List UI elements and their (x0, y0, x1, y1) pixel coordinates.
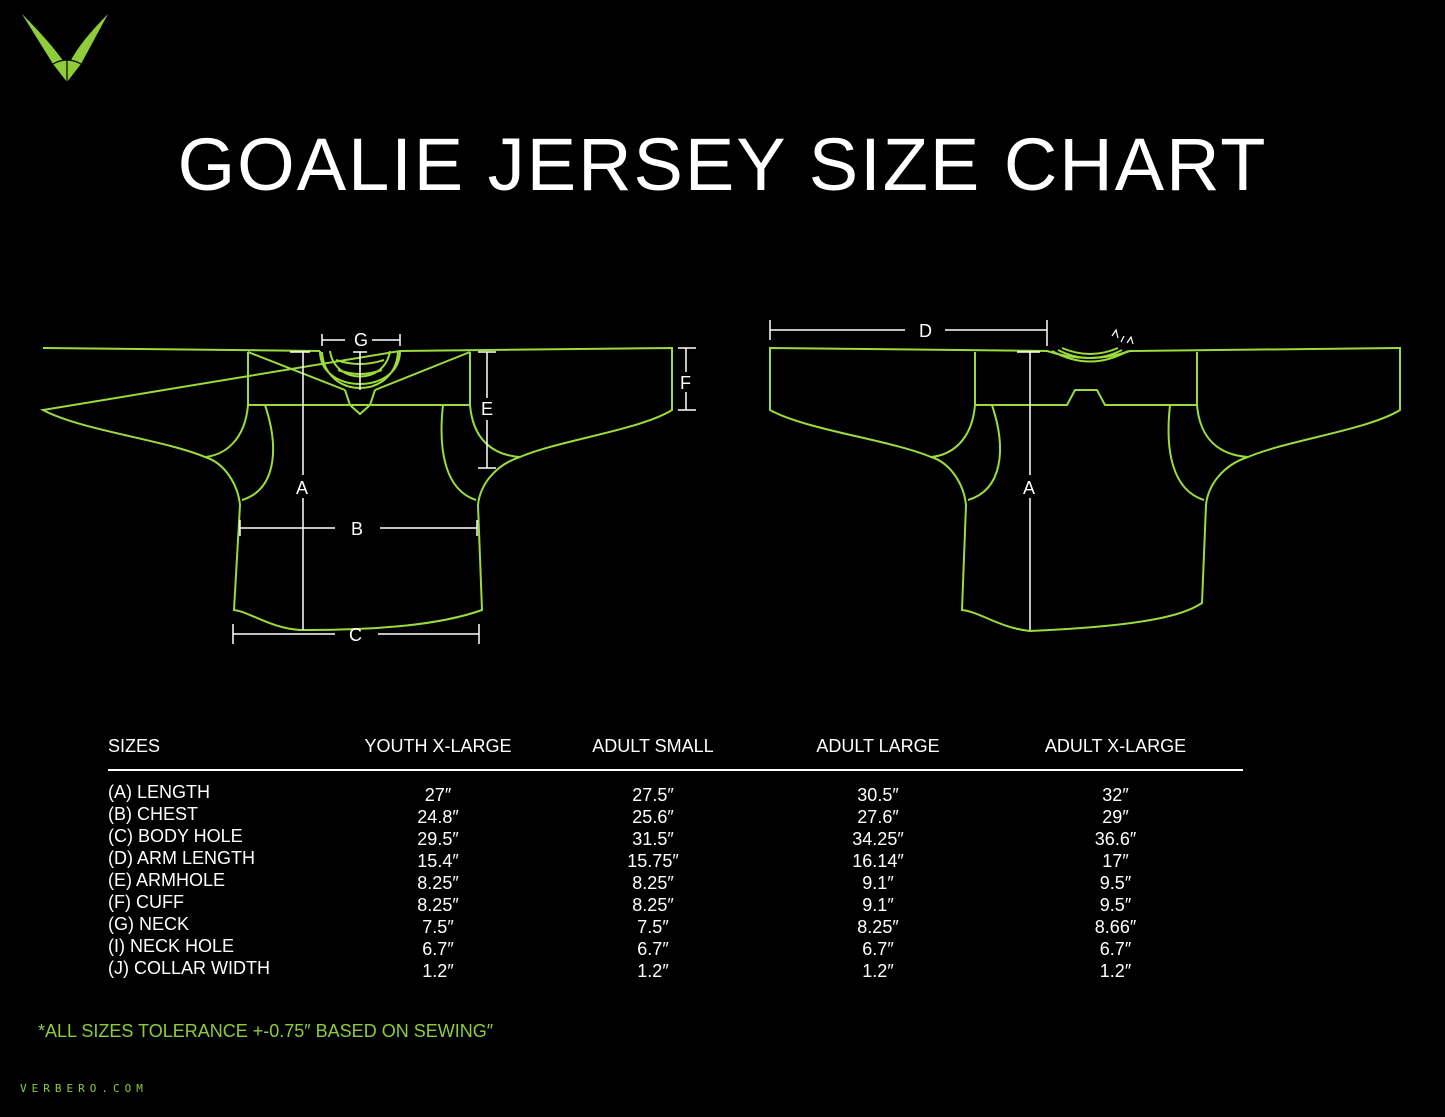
front-dimension-lines (232, 334, 696, 644)
table-row: (J) COLLAR WIDTH 1.2″ 1.2″ 1.2″ 1.2″ (108, 957, 1243, 981)
front-jersey (39, 346, 673, 632)
label-g: G (354, 330, 368, 350)
size-value: 9.5″ (1099, 895, 1132, 915)
table-row: (A) LENGTH 27″ 27.5″ 30.5″ 32″ (108, 770, 1243, 805)
size-value: 27.5″ (632, 785, 674, 805)
size-value: 8.25″ (417, 895, 459, 915)
size-value: 32″ (1102, 785, 1129, 805)
size-value: 15.75″ (627, 851, 679, 871)
size-table: SIZES YOUTH X-LARGE ADULT SMALL ADULT LA… (108, 732, 1243, 981)
size-value: 34.25″ (852, 829, 904, 849)
label-a-front: A (296, 478, 308, 498)
jersey-diagrams: G A B C E F D A (39, 320, 1401, 645)
size-value: 31.5″ (632, 829, 674, 849)
size-value: 27″ (424, 785, 452, 805)
header-adult-small: ADULT SMALL (538, 732, 768, 771)
header-adult-xl: ADULT X-LARGE (988, 732, 1243, 771)
row-label: (B) CHEST (108, 804, 198, 824)
label-c: C (349, 625, 362, 645)
table-row: (D) ARM LENGTH 15.4″ 15.75″ 16.14″ 17″ (108, 847, 1243, 871)
size-value: 16.14″ (852, 851, 904, 871)
size-value: 30.5″ (857, 785, 899, 805)
size-value: 29.5″ (417, 829, 459, 849)
row-label: (J) COLLAR WIDTH (108, 958, 270, 978)
size-value: 9.1″ (862, 895, 894, 915)
label-b: B (351, 519, 363, 539)
size-value: 1.2″ (862, 961, 894, 981)
size-value: 7.5″ (637, 917, 669, 937)
size-value: 8.25″ (417, 873, 459, 893)
label-d: D (919, 321, 932, 341)
header-adult-large: ADULT LARGE (768, 732, 988, 771)
back-dimension-lines (769, 320, 1134, 630)
size-value: 6.7″ (422, 939, 454, 959)
size-value: 25.6″ (632, 807, 674, 827)
size-value: 17″ (1102, 851, 1129, 871)
table-row: (G) NECK 7.5″ 7.5″ 8.25″ 8.66″ (108, 913, 1243, 937)
row-label: (I) NECK HOLE (108, 936, 235, 956)
size-value: 24.8″ (417, 807, 459, 827)
size-value: 27.6″ (857, 807, 899, 827)
size-value: 9.1″ (862, 873, 894, 893)
row-label: (G) NECK (108, 914, 189, 934)
size-value: 8.66″ (1094, 917, 1137, 937)
size-value: 1.2″ (637, 961, 669, 981)
table-row: (B) CHEST 24.8″ 25.6″ 27.6″ 29″ (108, 803, 1243, 827)
table-header-row: SIZES YOUTH X-LARGE ADULT SMALL ADULT LA… (108, 732, 1243, 771)
size-value: 36.6″ (1094, 829, 1137, 849)
size-value: 15.4″ (417, 851, 459, 871)
header-youth-xl: YOUTH X-LARGE (338, 732, 538, 771)
label-a-back: A (1023, 478, 1035, 498)
size-value: 8.25″ (632, 873, 674, 893)
row-label: (C) BODY HOLE (108, 826, 243, 846)
row-label: (D) ARM LENGTH (108, 848, 256, 868)
label-f: F (680, 373, 691, 393)
website-label: VERBERO.COM (20, 1082, 148, 1095)
table-row: (I) NECK HOLE 6.7″ 6.7″ 6.7″ 6.7″ (108, 935, 1243, 959)
verbero-logo (22, 14, 108, 82)
back-jersey (769, 346, 1401, 633)
size-value: 6.7″ (862, 939, 894, 959)
tolerance-note: *ALL SIZES TOLERANCE +-0.75″ BASED ON SE… (38, 1021, 494, 1041)
size-value: 1.2″ (422, 961, 454, 981)
header-sizes: SIZES (108, 732, 338, 771)
table-row: (E) ARMHOLE 8.25″ 8.25″ 9.1″ 9.5″ (108, 869, 1243, 893)
row-label: (A) LENGTH (108, 782, 211, 802)
size-value: 8.25″ (632, 895, 674, 915)
page-title: GOALIE JERSEY SIZE CHART (177, 123, 1268, 206)
row-label: (F) CUFF (108, 892, 184, 912)
size-value: 1.2″ (1099, 961, 1132, 981)
size-value: 9.5″ (1099, 873, 1132, 893)
row-label: (E) ARMHOLE (108, 870, 226, 890)
size-value: 8.25″ (857, 917, 899, 937)
size-value: 7.5″ (422, 917, 454, 937)
table-row: (C) BODY HOLE 29.5″ 31.5″ 34.25″ 36.6″ (108, 825, 1243, 849)
table-row: (F) CUFF 8.25″ 8.25″ 9.1″ 9.5″ (108, 891, 1243, 915)
size-value: 6.7″ (637, 939, 669, 959)
size-value: 29″ (1102, 807, 1129, 827)
size-value: 6.7″ (1099, 939, 1132, 959)
label-e: E (481, 399, 493, 419)
